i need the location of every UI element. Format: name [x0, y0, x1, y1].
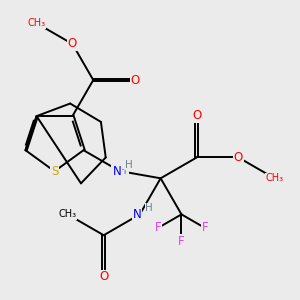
Text: O: O [234, 151, 243, 164]
Text: CH₃: CH₃ [58, 209, 77, 219]
Text: O: O [192, 109, 201, 122]
Text: H: H [125, 160, 133, 170]
Text: O: O [68, 38, 77, 50]
Text: CH₃: CH₃ [27, 18, 45, 28]
Text: CH₃: CH₃ [266, 173, 284, 183]
Text: O: O [99, 270, 108, 284]
Text: N: N [113, 165, 122, 178]
Text: O: O [130, 74, 140, 86]
Text: N: N [133, 208, 142, 221]
Text: H: H [145, 203, 153, 213]
Text: S: S [51, 165, 58, 178]
Text: F: F [155, 221, 161, 234]
Text: F: F [178, 235, 185, 248]
Text: F: F [202, 221, 208, 234]
Text: NH: NH [111, 166, 128, 176]
